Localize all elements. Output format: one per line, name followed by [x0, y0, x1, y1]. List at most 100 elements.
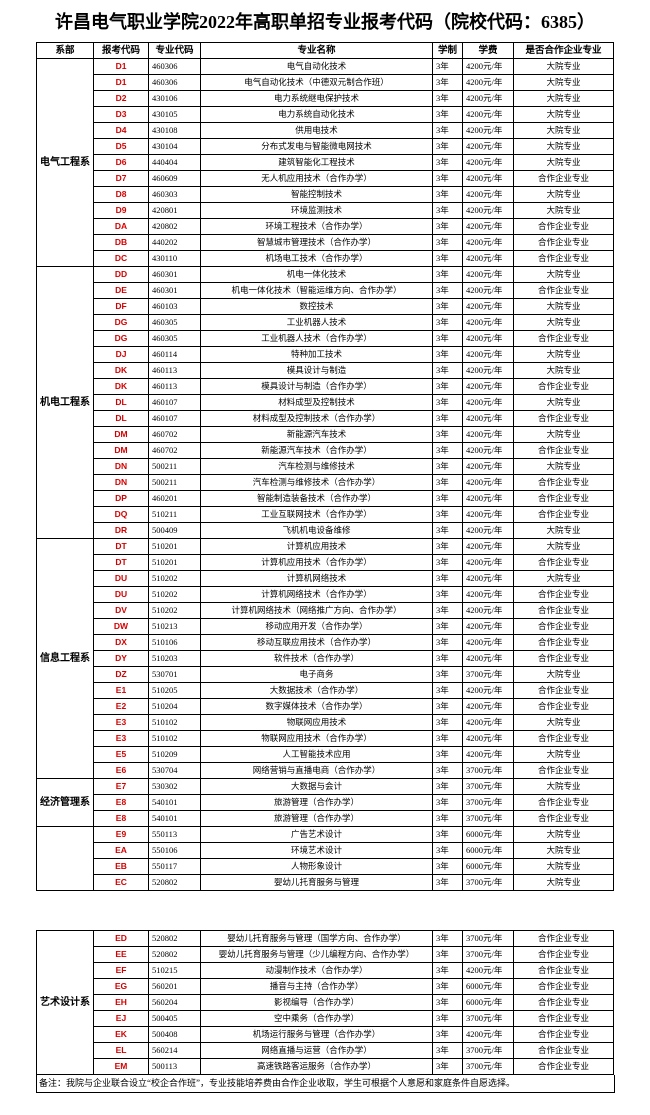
- table-row: DW 510213 移动应用开发（合作办学） 3年 4200元/年 合作企业专业: [37, 618, 614, 635]
- table-row: E8 540101 旅游管理（合作办学） 3年 3700元/年 合作企业专业: [37, 810, 614, 827]
- major-name: 计算机网络技术: [200, 570, 433, 587]
- table-row: E8 540101 旅游管理（合作办学） 3年 3700元/年 合作企业专业: [37, 794, 614, 811]
- major-name: 电气自动化技术: [200, 58, 433, 75]
- exam-code: EG: [93, 978, 149, 995]
- tuition: 3700元/年: [462, 930, 514, 947]
- duration: 3年: [432, 106, 463, 123]
- major-name: 工业机器人技术: [200, 314, 433, 331]
- cooperation-type: 大院专业: [513, 522, 614, 539]
- major-name: 无人机应用技术（合作办学）: [200, 170, 433, 187]
- duration: 3年: [432, 826, 463, 843]
- major-name: 机电一体化技术: [200, 266, 433, 283]
- tuition: 3700元/年: [462, 666, 514, 683]
- exam-code: D7: [93, 170, 149, 187]
- exam-code: E9: [93, 826, 149, 843]
- cooperation-type: 合作企业专业: [513, 810, 614, 827]
- duration: 3年: [432, 298, 463, 315]
- tuition: 4200元/年: [462, 746, 514, 763]
- duration: 3年: [432, 314, 463, 331]
- cooperation-type: 大院专业: [513, 714, 614, 731]
- cooperation-type: 合作企业专业: [513, 1058, 614, 1075]
- major-name: 电力系统继电保护技术: [200, 90, 433, 107]
- major-name: 计算机网络技术（合作办学）: [200, 586, 433, 603]
- exam-code: D1: [93, 74, 149, 91]
- header-row: 系部 报考代码 专业代码 专业名称 学制 学费 是否合作企业专业: [36, 42, 614, 59]
- cooperation-type: 合作企业专业: [513, 1010, 614, 1027]
- major-name: 数字媒体技术（合作办学）: [200, 698, 433, 715]
- tuition: 4200元/年: [462, 298, 514, 315]
- exam-code: DV: [93, 602, 149, 619]
- duration: 3年: [432, 946, 463, 963]
- exam-code: DM: [93, 426, 149, 443]
- table-row: D3 430105 电力系统自动化技术 3年 4200元/年 大院专业: [37, 106, 614, 123]
- major-code: 550106: [148, 842, 201, 859]
- department-cell: 艺术设计系: [36, 930, 94, 1075]
- table-row: DK 460113 模具设计与制造（合作办学） 3年 4200元/年 合作企业专业: [37, 378, 614, 395]
- table-row: EB 550117 人物形象设计 3年 6000元/年 大院专业: [37, 858, 614, 875]
- tuition: 4200元/年: [462, 602, 514, 619]
- duration: 3年: [432, 962, 463, 979]
- table-row: EA 550106 环境艺术设计 3年 6000元/年 大院专业: [37, 842, 614, 859]
- major-code: 460113: [148, 362, 201, 379]
- major-code: 510202: [148, 586, 201, 603]
- cooperation-type: 大院专业: [513, 426, 614, 443]
- major-code: 520802: [148, 930, 201, 947]
- duration: 3年: [432, 794, 463, 811]
- cooperation-type: 合作企业专业: [513, 218, 614, 235]
- note: 备注：我院与企业联合设立“校企合作班”，专业技能培养费由合作企业收取，学生可根据…: [36, 1075, 615, 1093]
- tuition: 4200元/年: [462, 362, 514, 379]
- table-row: DU 510202 计算机网络技术（合作办学） 3年 4200元/年 合作企业专业: [37, 586, 614, 603]
- cooperation-type: 合作企业专业: [513, 682, 614, 699]
- table-row: DJ 460114 特种加工技术 3年 4200元/年 大院专业: [37, 346, 614, 363]
- major-name: 婴幼儿托育服务与管理（少儿编程方向、合作办学）: [200, 946, 433, 963]
- cooperation-type: 合作企业专业: [513, 442, 614, 459]
- tuition: 4200元/年: [462, 394, 514, 411]
- cooperation-type: 大院专业: [513, 122, 614, 139]
- duration: 3年: [432, 202, 463, 219]
- tuition: 4200元/年: [462, 522, 514, 539]
- duration: 3年: [432, 746, 463, 763]
- tuition: 4200元/年: [462, 90, 514, 107]
- exam-code: DM: [93, 442, 149, 459]
- table-row: DL 460107 材料成型及控制技术（合作办学） 3年 4200元/年 合作企业专业: [37, 410, 614, 427]
- major-code: 510204: [148, 698, 201, 715]
- cooperation-type: 大院专业: [513, 842, 614, 859]
- cooperation-type: 大院专业: [513, 186, 614, 203]
- major-name: 移动互联应用技术（合作办学）: [200, 634, 433, 651]
- exam-code: E8: [93, 794, 149, 811]
- major-code: 510201: [148, 554, 201, 571]
- tuition: 6000元/年: [462, 994, 514, 1011]
- cooperation-type: 合作企业专业: [513, 794, 614, 811]
- exam-code: EH: [93, 994, 149, 1011]
- major-code: 530302: [148, 778, 201, 795]
- table-row: 电气工程系 D1 460306 电气自动化技术 3年 4200元/年 大院专业: [36, 58, 614, 267]
- major-code: 430106: [148, 90, 201, 107]
- major-name: 大数据技术（合作办学）: [200, 682, 433, 699]
- major-code: 460114: [148, 346, 201, 363]
- header-cell: 专业代码: [148, 42, 201, 59]
- cooperation-type: 合作企业专业: [513, 234, 614, 251]
- exam-code: EB: [93, 858, 149, 875]
- exam-code: E5: [93, 746, 149, 763]
- major-name: 智能制造装备技术（合作办学）: [200, 490, 433, 507]
- major-code: 510213: [148, 618, 201, 635]
- cooperation-type: 大院专业: [513, 58, 614, 75]
- duration: 3年: [432, 682, 463, 699]
- tuition: 3700元/年: [462, 762, 514, 779]
- major-name: 计算机应用技术（合作办学）: [200, 554, 433, 571]
- table-row: D1 460306 电气自动化技术（中德双元制合作班） 3年 4200元/年 大院专业: [37, 74, 614, 91]
- duration: 3年: [432, 330, 463, 347]
- major-code: 550113: [148, 826, 201, 843]
- major-code: 510215: [148, 962, 201, 979]
- tuition: 4200元/年: [462, 650, 514, 667]
- table-row: EL 560214 网络直播与运营（合作办学） 3年 3700元/年 合作企业专业: [37, 1042, 614, 1059]
- major-name: 旅游管理（合作办学）: [200, 794, 433, 811]
- exam-code: DN: [93, 458, 149, 475]
- tuition: 4200元/年: [462, 474, 514, 491]
- major-code: 510205: [148, 682, 201, 699]
- exam-code: E2: [93, 698, 149, 715]
- tuition: 4200元/年: [462, 586, 514, 603]
- cooperation-type: 合作企业专业: [513, 378, 614, 395]
- cooperation-type: 合作企业专业: [513, 490, 614, 507]
